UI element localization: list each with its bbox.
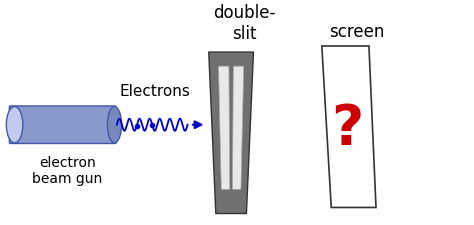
Ellipse shape <box>6 107 23 143</box>
Text: double-
slit: double- slit <box>213 4 275 43</box>
Ellipse shape <box>108 107 121 143</box>
Text: electron
beam gun: electron beam gun <box>32 155 102 185</box>
Text: ?: ? <box>332 101 364 155</box>
Polygon shape <box>232 67 244 189</box>
Polygon shape <box>209 53 254 214</box>
Text: Electrons: Electrons <box>119 84 190 99</box>
FancyBboxPatch shape <box>9 106 116 144</box>
Text: screen: screen <box>329 23 385 41</box>
Polygon shape <box>219 67 230 189</box>
Polygon shape <box>322 47 376 207</box>
